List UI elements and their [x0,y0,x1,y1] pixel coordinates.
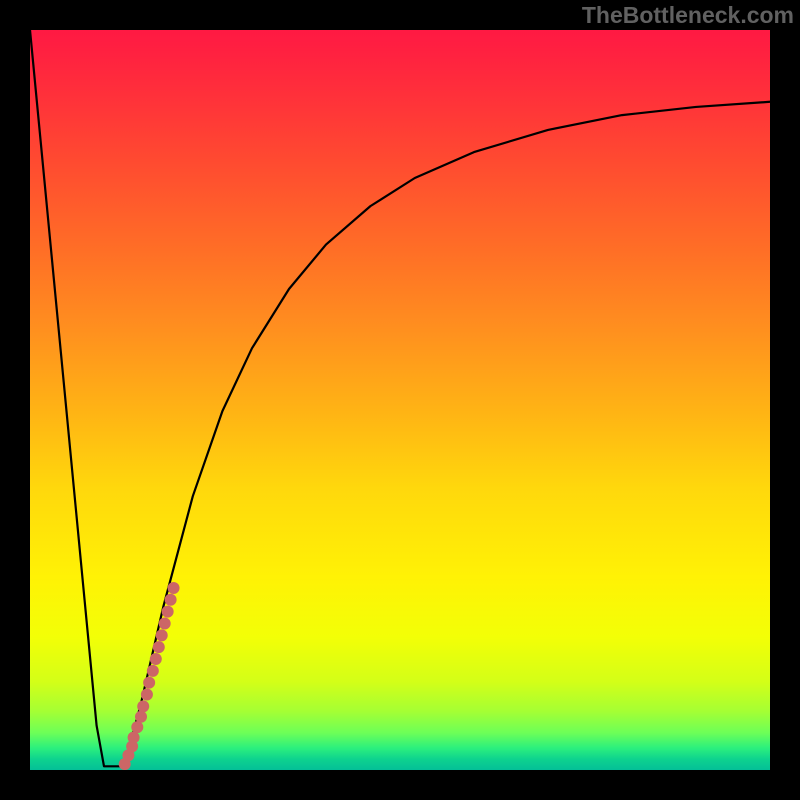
marker-dot [168,582,180,594]
marker-dot [143,677,155,689]
marker-dot [128,731,140,743]
marker-dot [165,594,177,606]
chart-svg [30,30,770,770]
marker-dot [141,689,153,701]
marker-dot [153,641,165,653]
marker-dot [131,721,143,733]
chart-frame: TheBottleneck.com [0,0,800,800]
marker-dot [137,700,149,712]
marker-dot [156,629,168,641]
watermark-text: TheBottleneck.com [582,2,794,29]
marker-dot [162,606,174,618]
marker-dot [150,653,162,665]
gradient-background [30,30,770,770]
marker-dot [135,711,147,723]
marker-dot [147,665,159,677]
marker-dot [159,617,171,629]
plot-area [30,30,770,770]
